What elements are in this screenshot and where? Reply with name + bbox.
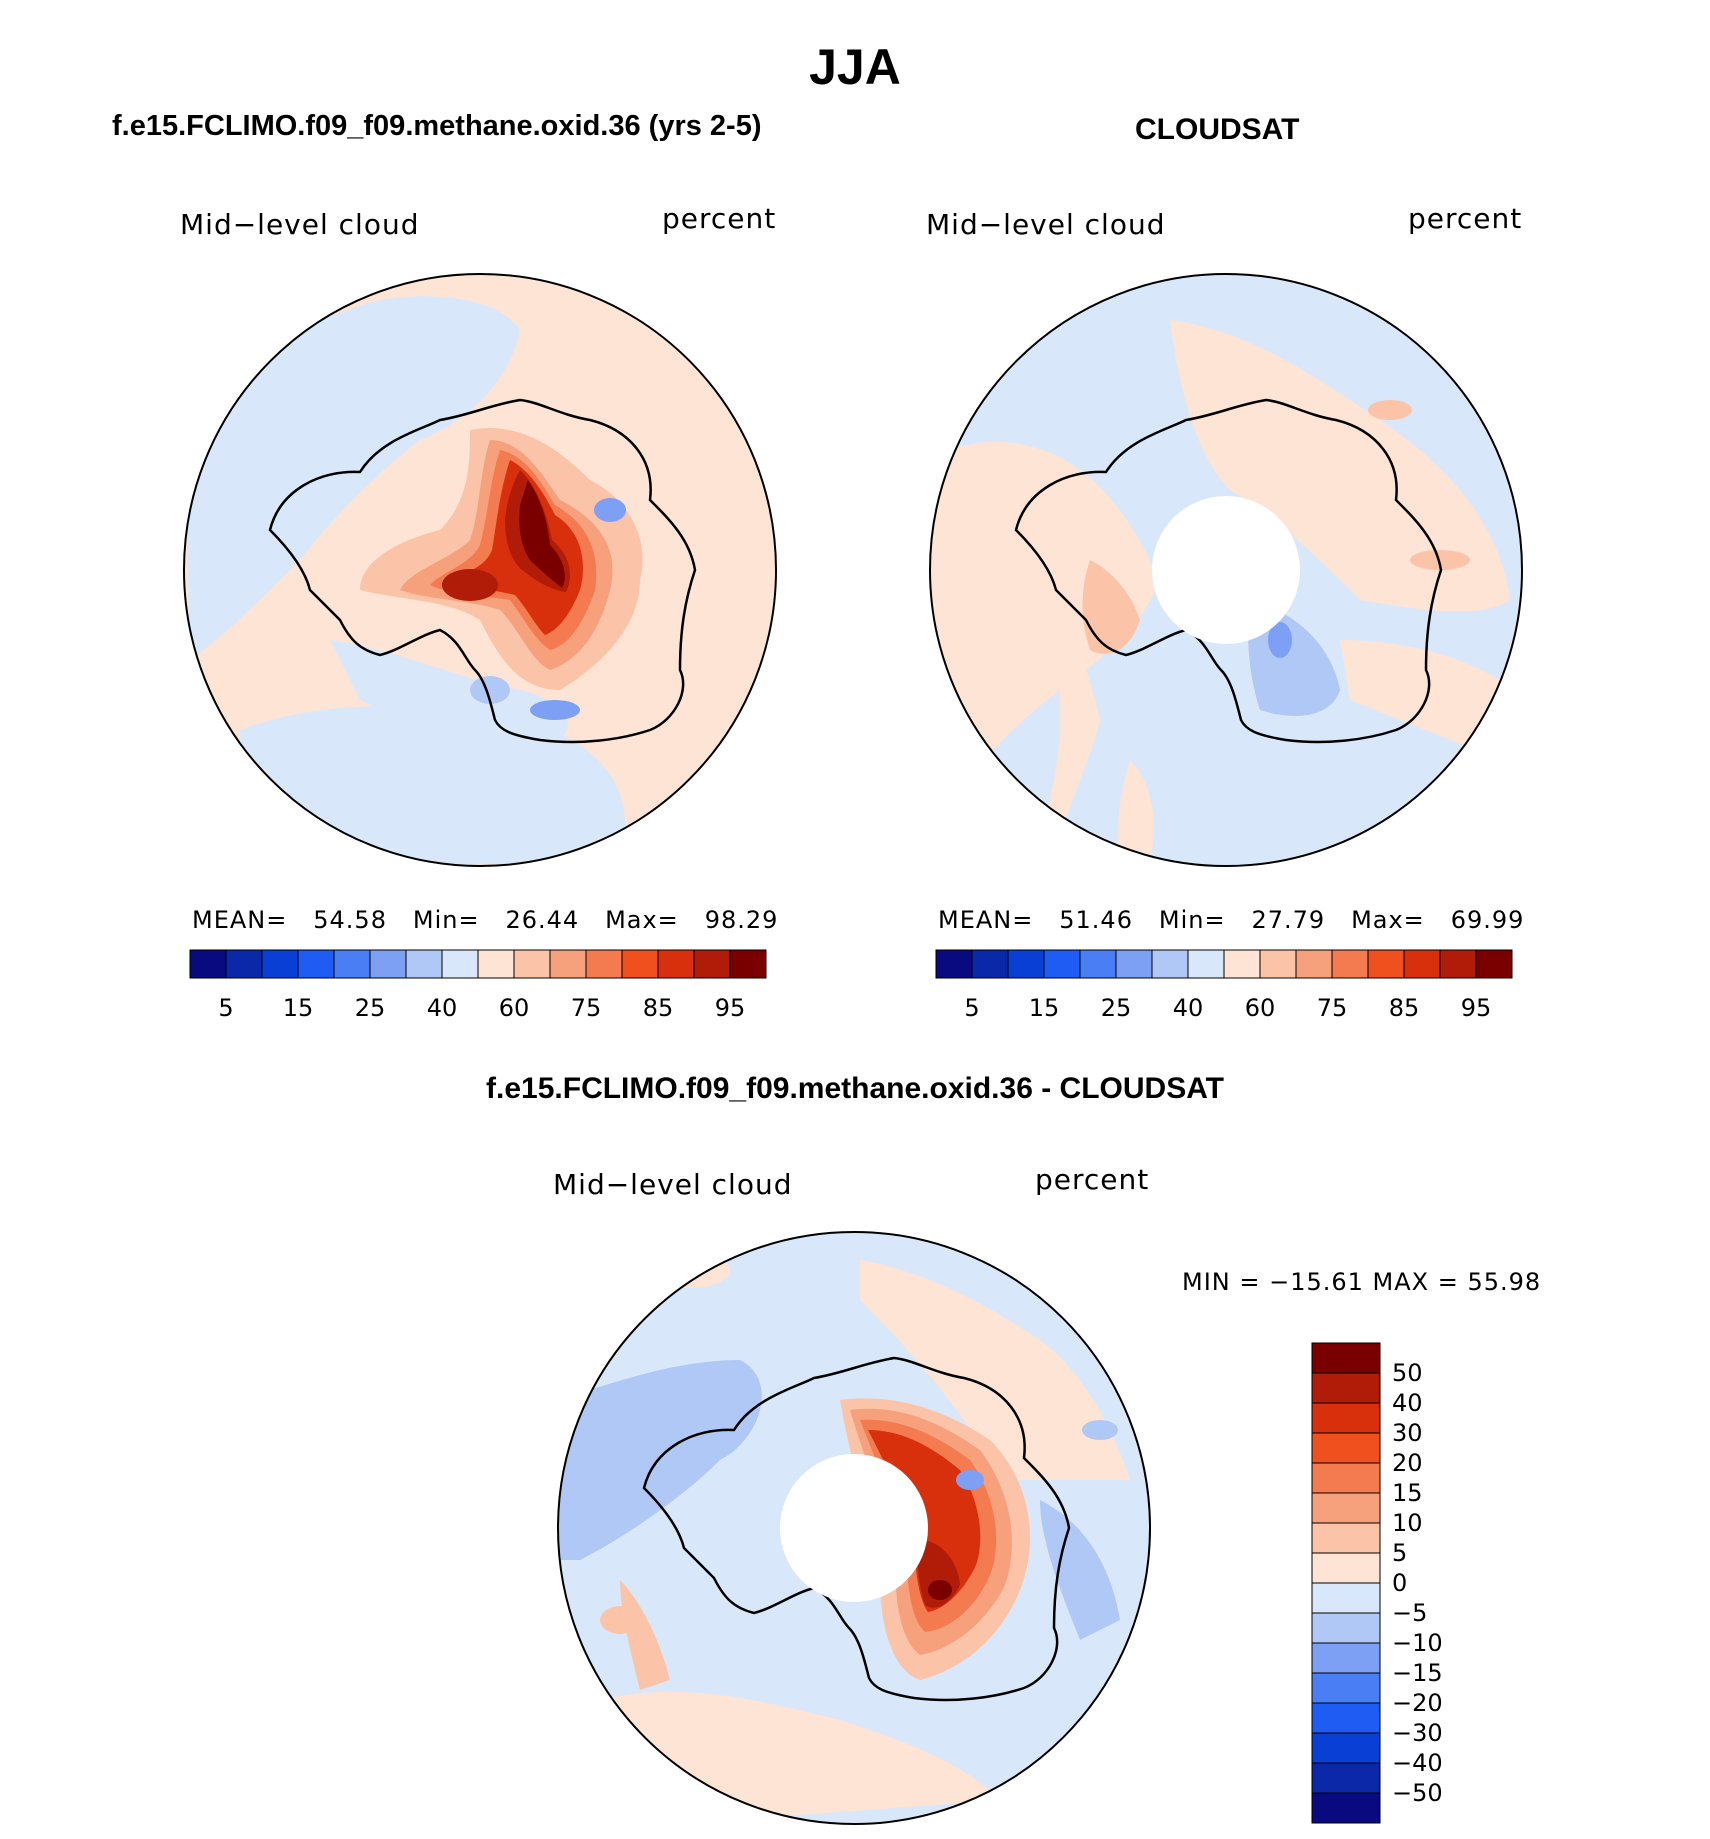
diff-polar-map bbox=[557, 1231, 1151, 1825]
right-mean-value: 51.46 bbox=[1059, 906, 1133, 934]
right-max-label: Max= bbox=[1351, 906, 1425, 934]
left-mean-value: 54.58 bbox=[313, 906, 387, 934]
left-min-value: 26.44 bbox=[505, 906, 580, 934]
diff-variable-label: Mid−level cloud bbox=[553, 1168, 793, 1201]
diff-minmax: MIN = −15.61 MAX = 55.98 bbox=[1182, 1268, 1542, 1296]
diff-units-label: percent bbox=[1035, 1163, 1150, 1196]
left-polar-map bbox=[183, 273, 777, 867]
right-stats: MEAN= 51.46 Min= 27.79 Max= 69.99 bbox=[938, 906, 1524, 934]
left-mean-label: MEAN= bbox=[192, 906, 288, 934]
main-title: JJA bbox=[809, 39, 901, 95]
left-panel-title: f.e15.FCLIMO.f09_f09.methane.oxid.36 (yr… bbox=[112, 110, 762, 142]
diff-panel-title: f.e15.FCLIMO.f09_f09.methane.oxid.36 - C… bbox=[486, 1072, 1224, 1105]
right-panel-title: CLOUDSAT bbox=[1135, 113, 1300, 146]
right-min-label: Min= bbox=[1158, 906, 1226, 934]
left-stats: MEAN= 54.58 Min= 26.44 Max= 98.29 bbox=[192, 906, 778, 934]
right-mean-label: MEAN= bbox=[938, 906, 1034, 934]
left-max-label: Max= bbox=[605, 906, 679, 934]
right-min-value: 27.79 bbox=[1251, 906, 1326, 934]
right-variable-label: Mid−level cloud bbox=[926, 208, 1166, 241]
right-units-label: percent bbox=[1408, 202, 1523, 235]
left-units-label: percent bbox=[662, 202, 777, 235]
left-variable-label: Mid−level cloud bbox=[180, 208, 420, 241]
right-polar-map bbox=[929, 273, 1523, 867]
right-max-value: 69.99 bbox=[1450, 906, 1525, 934]
left-max-value: 98.29 bbox=[704, 906, 779, 934]
left-min-label: Min= bbox=[412, 906, 480, 934]
